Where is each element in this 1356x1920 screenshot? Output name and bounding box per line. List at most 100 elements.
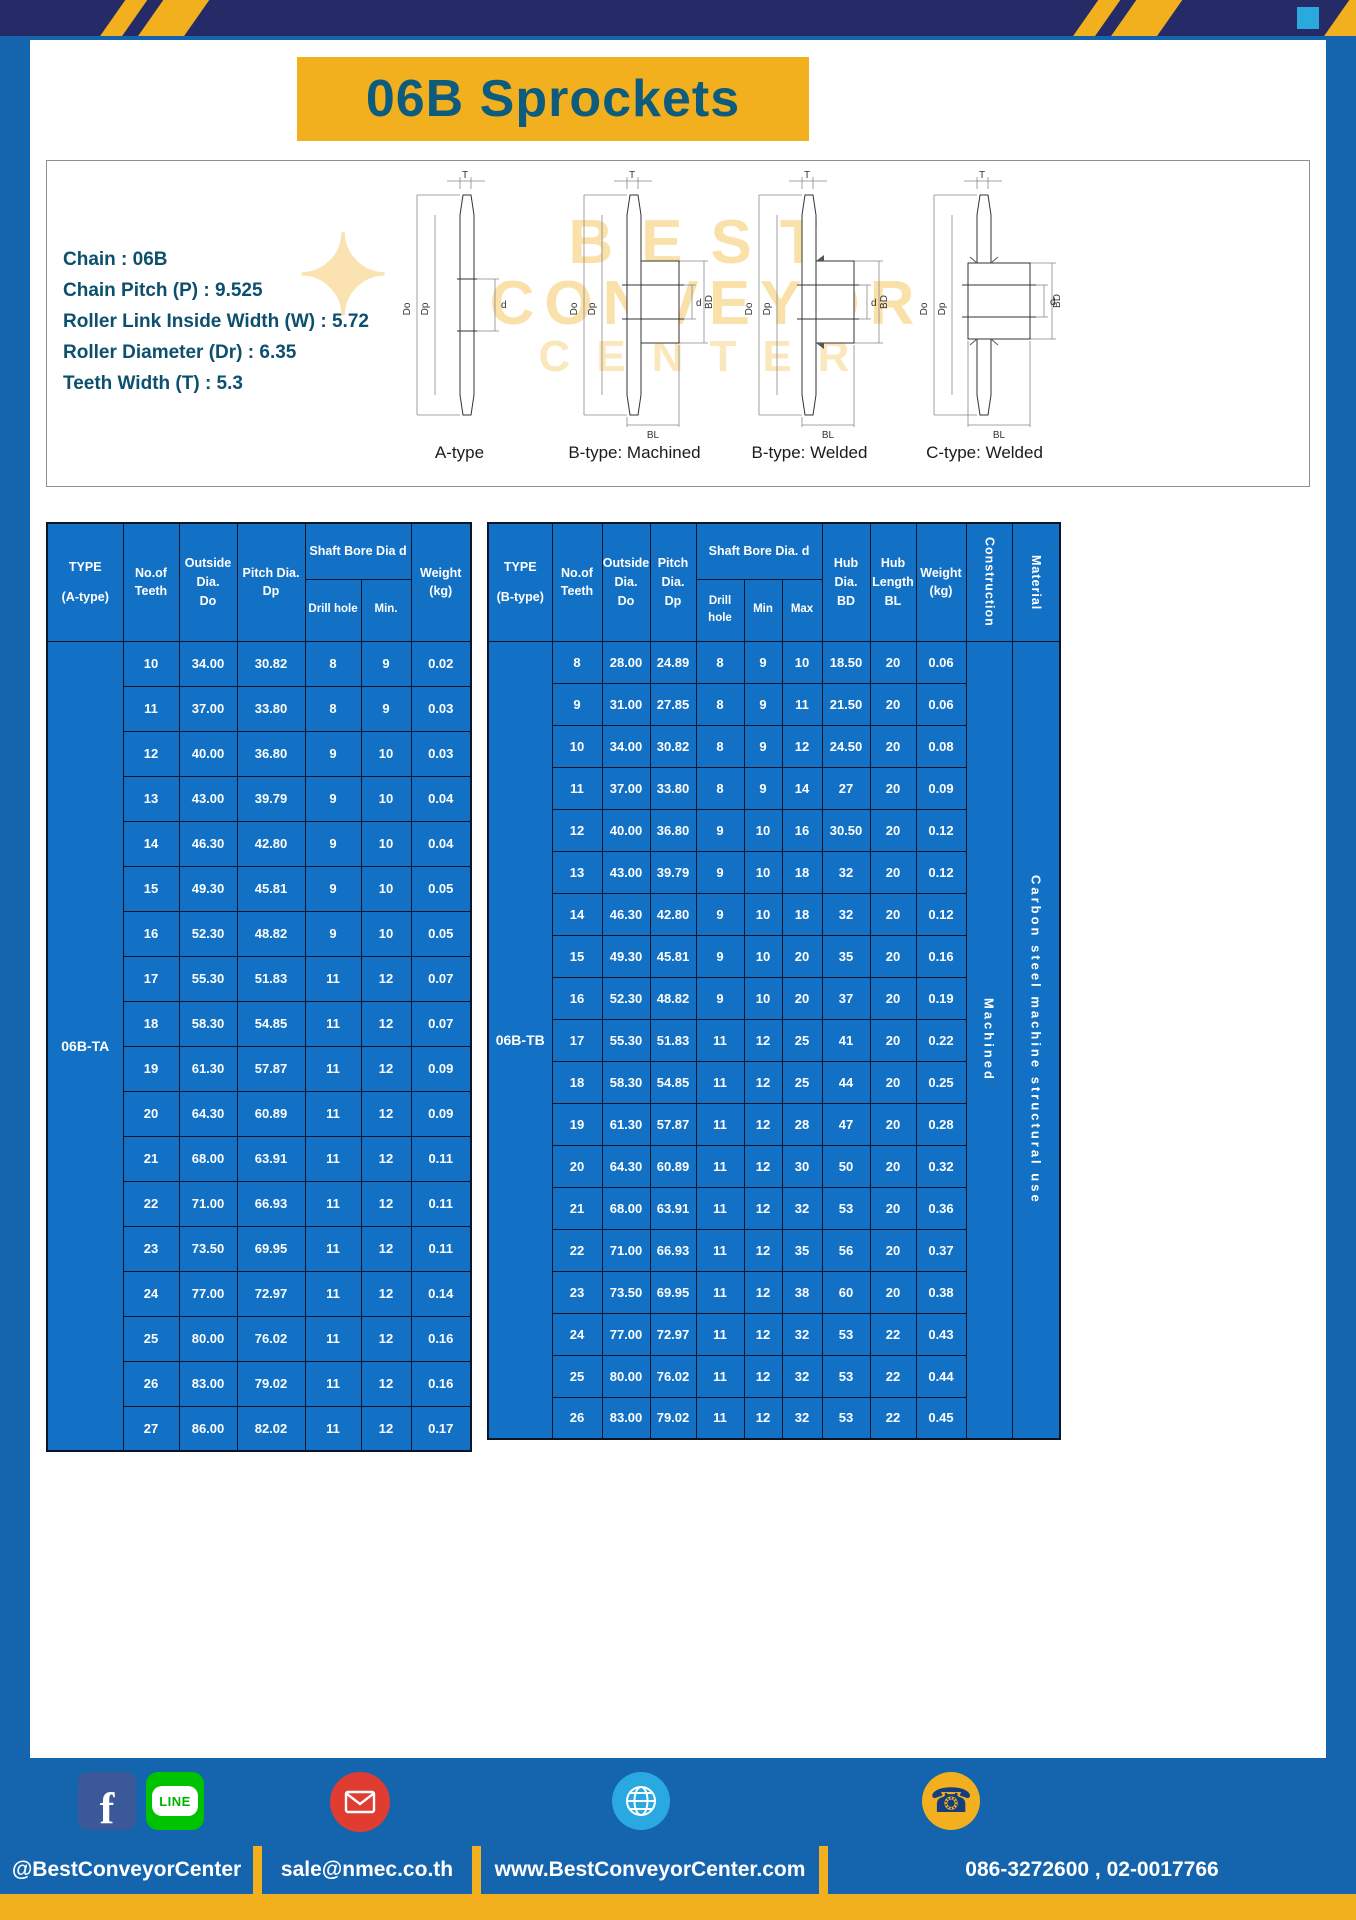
- data-cell: 30.50: [821, 808, 871, 852]
- data-cell: 50: [821, 1144, 871, 1188]
- data-cell: 73.50: [601, 1270, 651, 1314]
- data-cell: 8: [551, 640, 603, 684]
- data-cell: 66.93: [649, 1228, 697, 1272]
- table-row: 24 77.00 72.97 11 12 0.14: [47, 1270, 472, 1317]
- svg-text:d: d: [871, 298, 877, 309]
- data-cell: 27: [821, 766, 871, 810]
- data-cell: 39.79: [649, 850, 697, 894]
- type-label: 06B-TB: [487, 640, 553, 1440]
- data-cell: 37.00: [601, 766, 651, 810]
- data-cell: 0.12: [915, 892, 967, 936]
- data-cell: 52.30: [178, 910, 238, 957]
- svg-text:Do: Do: [402, 302, 413, 315]
- data-cell: 60: [821, 1270, 871, 1314]
- data-cell: 0.12: [915, 850, 967, 894]
- data-cell: 9: [304, 775, 362, 822]
- table-row: 13 43.00 39.79 9 10 18 32 20 0.12: [488, 850, 1060, 894]
- svg-text:Do: Do: [569, 302, 580, 315]
- footer-facebook-handle[interactable]: @BestConveyorCenter: [11, 1858, 242, 1881]
- data-cell: 57.87: [649, 1102, 697, 1146]
- data-cell: 9: [360, 685, 412, 732]
- data-cell: 12: [360, 1360, 412, 1407]
- footer-email[interactable]: sale@nmec.co.th: [280, 1858, 454, 1881]
- data-cell: 12: [360, 1045, 412, 1092]
- sprocket-drawing: T Do Dp d BD BL: [744, 170, 890, 441]
- table-row: 21 68.00 63.91 11 12 0.11: [47, 1135, 472, 1182]
- spec-line: Chain Pitch (P) : 9.525: [63, 280, 263, 301]
- data-cell: 9: [743, 682, 783, 726]
- phone-icon[interactable]: ☎: [922, 1772, 980, 1830]
- globe-icon[interactable]: [612, 1772, 670, 1830]
- data-cell: 69.95: [649, 1270, 697, 1314]
- table-row: 19 61.30 57.87 11 12 28 47 20 0.28: [488, 1102, 1060, 1146]
- table-row: 12 40.00 36.80 9 10 16 30.50 20 0.12: [488, 808, 1060, 852]
- data-cell: 0.32: [915, 1144, 967, 1188]
- data-cell: 20: [122, 1090, 180, 1137]
- data-cell: 20: [869, 1060, 917, 1104]
- data-cell: 51.83: [649, 1018, 697, 1062]
- data-cell: 24: [551, 1312, 603, 1356]
- col-header-max: Max: [781, 578, 823, 642]
- data-cell: 11: [304, 1225, 362, 1272]
- data-cell: 11: [304, 1090, 362, 1137]
- data-cell: 8: [695, 724, 745, 768]
- table-row: 25 80.00 76.02 11 12 0.16: [47, 1315, 472, 1362]
- data-cell: 10: [360, 910, 412, 957]
- data-cell: 51.83: [236, 955, 306, 1002]
- svg-text:Do: Do: [919, 302, 930, 315]
- footer: f LINE ☎ @BestConveyorCenter: [0, 1758, 1356, 1920]
- data-cell: 22: [869, 1354, 917, 1398]
- envelope-glyph: [344, 1790, 376, 1814]
- data-cell: 30.82: [649, 724, 697, 768]
- data-cell: 46.30: [178, 820, 238, 867]
- data-cell: 38: [781, 1270, 823, 1314]
- data-cell: 9: [695, 808, 745, 852]
- data-cell: 42.80: [649, 892, 697, 936]
- col-header-material: Material: [1011, 522, 1061, 642]
- data-cell: 16: [122, 910, 180, 957]
- footer-phone-numbers[interactable]: 086-3272600 , 02-0017766: [965, 1858, 1219, 1881]
- diagram-caption: B-type: Welded: [751, 443, 868, 462]
- line-app-icon[interactable]: LINE: [146, 1772, 204, 1830]
- data-cell: 64.30: [178, 1090, 238, 1137]
- data-cell: 0.04: [410, 775, 472, 822]
- data-cell: 0.45: [915, 1396, 967, 1440]
- data-cell: 80.00: [601, 1354, 651, 1398]
- svg-text:Dp: Dp: [587, 302, 598, 315]
- data-cell: 9: [743, 640, 783, 684]
- data-cell: 34.00: [178, 640, 238, 687]
- table-row: 19 61.30 57.87 11 12 0.09: [47, 1045, 472, 1092]
- data-cell: 36.80: [649, 808, 697, 852]
- col-header-construction: Construction: [965, 522, 1013, 642]
- data-cell: 68.00: [178, 1135, 238, 1182]
- data-cell: 12: [360, 1270, 412, 1317]
- title-banner: 06B Sprockets: [297, 57, 809, 141]
- data-cell: 11: [304, 1315, 362, 1362]
- footer-contact-row: @BestConveyorCenter sale@nmec.co.th www.…: [0, 1846, 1356, 1894]
- data-cell: 24.89: [649, 640, 697, 684]
- data-cell: 0.25: [915, 1060, 967, 1104]
- data-cell: 9: [304, 820, 362, 867]
- table-row: 06B-TA 10 34.00 30.82 8 9 0.02: [46, 640, 472, 1452]
- table-row: 27 86.00 82.02 11 12 0.17: [47, 1405, 472, 1452]
- table-row: 18 58.30 54.85 11 12 0.07: [47, 1000, 472, 1047]
- data-cell: 32: [821, 892, 871, 936]
- data-cell: 11: [304, 1135, 362, 1182]
- data-cell: 12: [551, 808, 603, 852]
- data-cell: 11: [304, 1405, 362, 1452]
- facebook-icon[interactable]: f: [78, 1772, 136, 1831]
- data-cell: 0.16: [915, 934, 967, 978]
- watermark-line: CENTER: [538, 331, 876, 381]
- email-icon[interactable]: [330, 1772, 390, 1832]
- footer-website[interactable]: www.BestConveyorCenter.com: [494, 1858, 806, 1881]
- data-cell: 9: [304, 865, 362, 912]
- data-cell: 10: [743, 934, 783, 978]
- svg-text:BD: BD: [879, 295, 890, 309]
- data-cell: 0.38: [915, 1270, 967, 1314]
- a-type-table-body: 06B-TA 10 34.00 30.82 8 9 0.02 11 37.00 33.80 8 9 0.…: [46, 640, 472, 1452]
- construction-value: Machined: [965, 640, 1013, 1440]
- gold-stripe: [1314, 0, 1356, 36]
- watermark-line: BEST: [568, 208, 846, 277]
- table-row: 22 71.00 66.93 11 12 35 56 20 0.37: [488, 1228, 1060, 1272]
- data-cell: 10: [360, 820, 412, 867]
